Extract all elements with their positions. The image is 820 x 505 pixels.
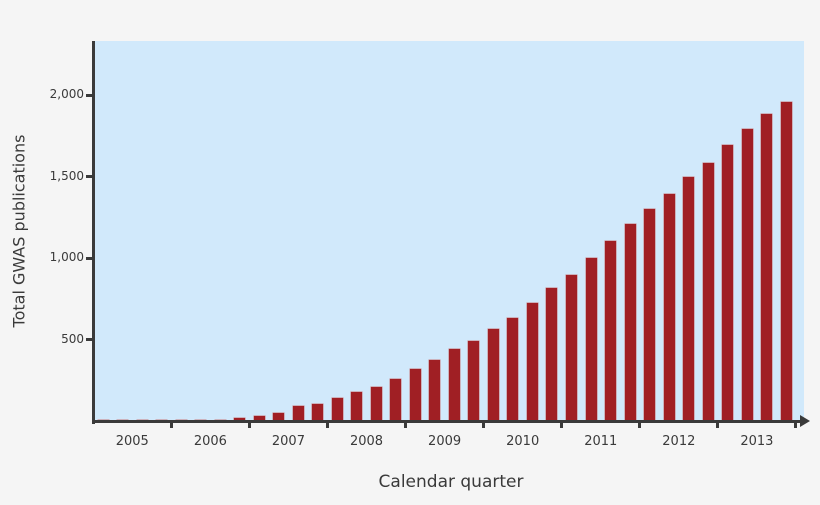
x-tick-label: 2007 xyxy=(271,434,305,449)
x-tick-label: 2010 xyxy=(506,434,540,449)
x-tick-mark xyxy=(404,422,408,428)
bar xyxy=(253,416,265,421)
bar xyxy=(780,101,792,421)
y-tick-mark xyxy=(86,338,93,341)
x-tick-mark xyxy=(169,422,173,428)
x-tick-label: 2006 xyxy=(193,434,227,449)
x-tick-mark xyxy=(325,422,329,428)
bar xyxy=(429,359,441,421)
x-axis-label: Calendar quarter xyxy=(378,472,524,492)
x-tick-label: 2009 xyxy=(428,434,462,449)
x-tick-label: 2005 xyxy=(115,434,149,449)
bar xyxy=(644,208,656,421)
bar xyxy=(526,302,538,421)
x-tick-mark xyxy=(794,422,798,428)
y-tick-label: 2,000 xyxy=(49,87,84,101)
x-tick-label: 2011 xyxy=(584,434,618,449)
bar xyxy=(370,387,382,421)
bar xyxy=(448,349,460,421)
x-tick-label: 2012 xyxy=(662,434,696,449)
bar xyxy=(312,403,324,421)
bar xyxy=(331,397,343,421)
bar xyxy=(351,392,363,421)
y-tick-label: 1,000 xyxy=(49,250,84,264)
bar xyxy=(234,418,246,421)
bar xyxy=(605,241,617,421)
y-tick-mark xyxy=(86,93,93,97)
bar xyxy=(585,258,597,421)
bar xyxy=(741,128,753,421)
x-tick-mark xyxy=(560,422,564,428)
y-tick-label: 500 xyxy=(61,331,84,346)
y-tick-mark xyxy=(86,175,93,178)
x-tick-mark xyxy=(638,422,642,428)
bar xyxy=(546,287,558,421)
bar xyxy=(409,368,421,421)
bar xyxy=(683,176,695,421)
y-tick-mark xyxy=(86,256,93,260)
bar xyxy=(624,224,636,421)
x-axis-arrow-icon xyxy=(800,415,810,427)
bar xyxy=(292,405,304,421)
bar xyxy=(487,328,499,421)
x-tick-label: 2008 xyxy=(349,434,384,449)
x-tick-mark xyxy=(482,422,486,428)
bar xyxy=(468,340,480,421)
bar xyxy=(702,162,714,421)
bar xyxy=(761,113,773,421)
y-axis-label: Total GWAS publications xyxy=(9,134,29,328)
y-tick-label: 1,500 xyxy=(49,168,84,183)
bar xyxy=(390,378,402,421)
x-tick-label: 2013 xyxy=(740,434,774,449)
bar xyxy=(507,317,519,421)
bar xyxy=(565,274,577,421)
bar xyxy=(722,145,734,421)
x-tick-mark xyxy=(716,422,720,428)
bar xyxy=(273,412,285,421)
x-tick-mark xyxy=(247,422,251,428)
x-axis xyxy=(92,420,802,423)
y-axis xyxy=(92,41,95,424)
bar xyxy=(663,193,675,421)
